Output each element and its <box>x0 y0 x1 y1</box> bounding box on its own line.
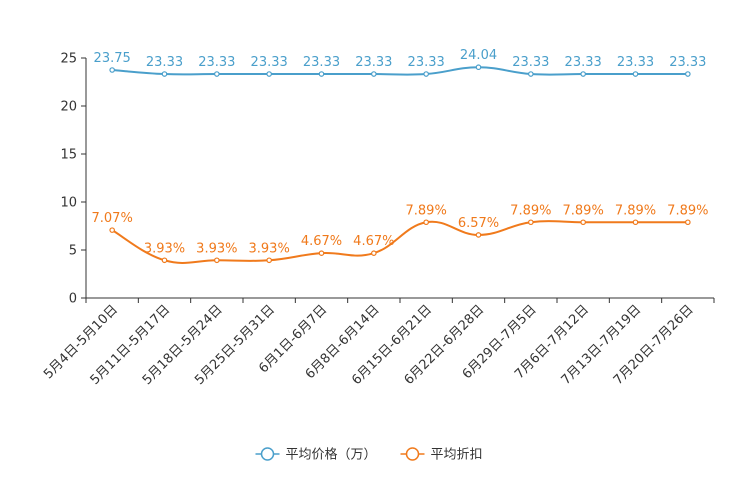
data-point-0 <box>318 71 325 77</box>
data-point-1 <box>475 232 482 238</box>
data-point-1 <box>632 219 639 226</box>
data-point-1 <box>266 257 272 264</box>
data-point-1 <box>214 257 220 264</box>
data-point-0 <box>266 71 272 77</box>
data-point-1 <box>580 219 586 226</box>
legend-label-0[interactable]: 平均价格（万） <box>286 447 377 463</box>
data-label-1: 4.67% <box>301 234 342 249</box>
data-point-0 <box>423 71 429 77</box>
data-label-1: 7.89% <box>615 203 656 218</box>
legend-label-1[interactable]: 平均折扣 <box>431 448 483 463</box>
data-point-1 <box>423 219 429 226</box>
data-point-0 <box>632 71 639 77</box>
data-point-1 <box>528 219 534 226</box>
data-label-1: 7.89% <box>667 203 708 218</box>
data-label-0: 23.33 <box>408 55 445 70</box>
data-label-1: 7.89% <box>510 203 551 218</box>
data-label-0: 23.33 <box>303 55 340 70</box>
y-tick-label: 5 <box>69 244 77 259</box>
data-label-1: 7.89% <box>406 203 447 218</box>
y-tick-label: 0 <box>69 292 77 307</box>
data-label-0: 23.33 <box>198 55 235 70</box>
data-point-0 <box>685 71 691 77</box>
data-point-1 <box>685 219 691 226</box>
series-line-1 <box>111 220 688 264</box>
data-point-1 <box>371 250 377 256</box>
legend-marker-1 <box>405 447 420 461</box>
data-label-0: 23.33 <box>251 55 288 70</box>
data-label-1: 4.67% <box>353 234 394 249</box>
data-point-1 <box>109 227 115 233</box>
data-label-0: 23.33 <box>355 55 392 70</box>
data-label-0: 24.04 <box>460 48 497 63</box>
data-label-1: 7.07% <box>92 211 133 226</box>
data-point-1 <box>161 257 168 264</box>
data-point-0 <box>528 71 534 77</box>
y-tick-label: 20 <box>60 100 77 115</box>
data-label-0: 23.33 <box>565 55 602 70</box>
data-point-0 <box>371 71 377 77</box>
data-point-1 <box>318 250 325 256</box>
data-label-1: 3.93% <box>249 241 290 256</box>
y-tick-label: 25 <box>60 52 77 67</box>
data-label-0: 23.33 <box>617 55 654 70</box>
y-tick-label: 15 <box>60 148 77 163</box>
data-label-0: 23.33 <box>146 55 183 70</box>
data-label-0: 23.33 <box>669 55 706 70</box>
data-point-0 <box>580 71 586 77</box>
data-point-0 <box>161 71 168 77</box>
data-label-0: 23.75 <box>94 51 131 66</box>
data-label-0: 23.33 <box>512 55 549 70</box>
series-line-0 <box>112 66 688 76</box>
data-label-1: 7.89% <box>563 203 604 218</box>
data-point-0 <box>475 64 482 71</box>
data-point-0 <box>214 71 220 77</box>
data-label-1: 6.57% <box>458 216 499 231</box>
data-label-1: 3.93% <box>196 241 237 256</box>
y-tick-label: 10 <box>60 196 77 211</box>
data-label-1: 3.93% <box>144 241 185 256</box>
legend-marker-0 <box>260 447 275 461</box>
data-point-0 <box>109 67 115 73</box>
